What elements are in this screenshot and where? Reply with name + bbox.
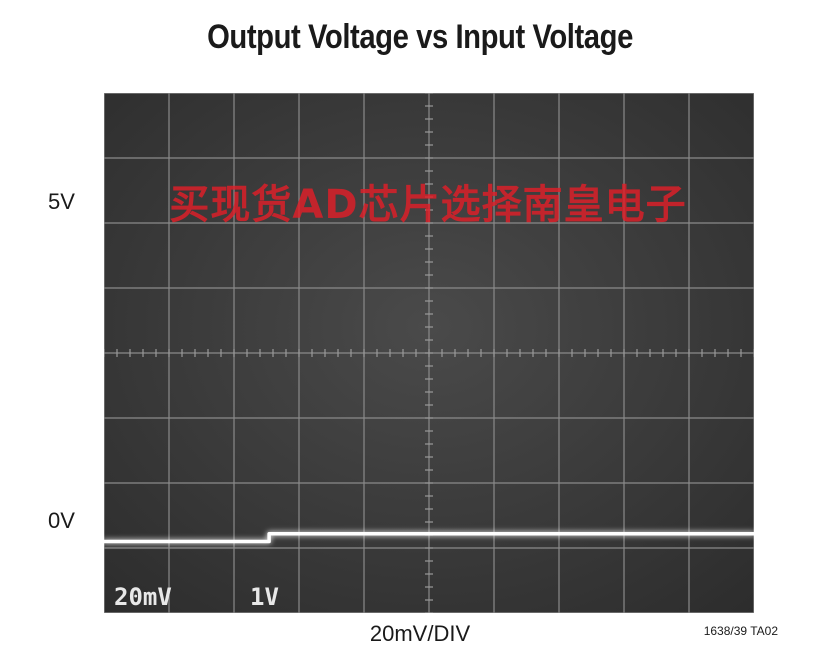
ch2-scale-label: 1V	[250, 583, 279, 611]
y-marker-0v: 0V	[48, 508, 75, 533]
ch1-scale-label: 20mV	[114, 583, 172, 611]
scope-traces	[104, 216, 754, 544]
trace-line-1	[104, 531, 754, 544]
chart-title: Output Voltage vs Input Voltage	[207, 18, 633, 56]
scope-grid	[104, 93, 754, 613]
oscilloscope-screen: 20mV 1V	[104, 93, 754, 613]
figure-code: 1638/39 TA02	[703, 624, 778, 638]
x-axis-label: 20mV/DIV	[369, 621, 471, 646]
y-marker-5v: 5V	[48, 189, 75, 214]
